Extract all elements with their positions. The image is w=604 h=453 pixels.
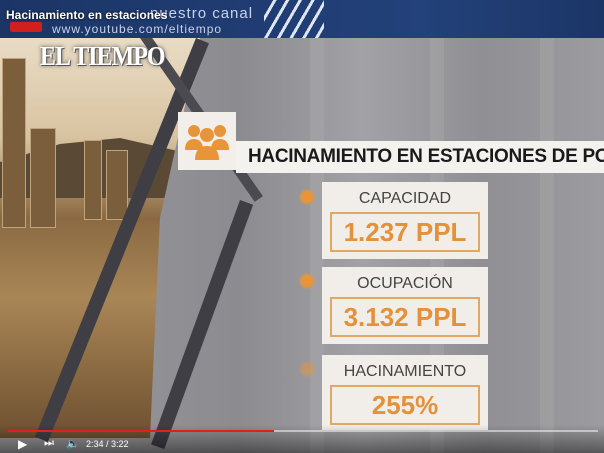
stat-value: 3.132 PPL [330, 297, 480, 337]
time-display: 2:34 / 3:22 [86, 439, 129, 449]
video-title[interactable]: Hacinamiento en estaciones [6, 8, 168, 22]
player-controls [0, 425, 604, 453]
decor-stripe [310, 0, 324, 453]
stat-label: CAPACIDAD [358, 190, 452, 207]
brand-logo: EL TIEMPO [40, 41, 166, 72]
video-title-bar [0, 0, 604, 38]
people-group-icon [178, 112, 236, 170]
next-icon[interactable]: ⏭ [44, 437, 54, 449]
bullet-dot [300, 362, 314, 376]
stat-label: OCUPACIÓN [357, 275, 453, 292]
stat-value: 1.237 PPL [330, 212, 480, 252]
progress-played [8, 430, 274, 432]
subscribe-line: nuestro canal [150, 5, 254, 22]
volume-icon[interactable]: 🔈 [66, 438, 80, 450]
progress-bar[interactable] [8, 430, 598, 432]
stat-card-ocupacion: OCUPACIÓN 3.132 PPL [322, 267, 488, 344]
stat-card-capacidad: CAPACIDAD 1.237 PPL [322, 182, 488, 259]
youtube-logo-icon [10, 22, 42, 32]
stat-value: 255% [330, 385, 480, 425]
play-icon[interactable]: ▶ [18, 437, 28, 451]
infographic-title: HACINAMIENTO EN ESTACIONES DE POLICÍ [236, 141, 604, 173]
bullet-dot [300, 190, 314, 204]
subscribe-url: www.youtube.com/eltiempo [52, 22, 223, 36]
stat-label: HACINAMIENTO [343, 363, 467, 380]
decor-stripe [540, 0, 554, 453]
bullet-dot [300, 274, 314, 288]
stat-card-hacinamiento: HACINAMIENTO 255% [322, 355, 488, 430]
